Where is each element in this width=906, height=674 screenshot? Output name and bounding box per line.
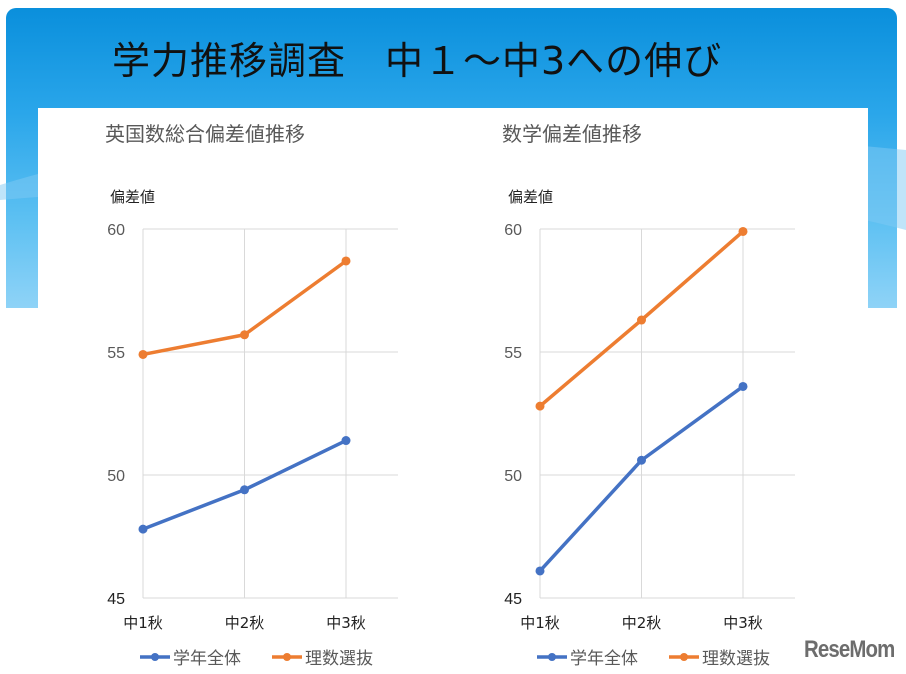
y-tick-label: 55 [504,345,522,362]
data-point [738,381,748,391]
y-tick-label: 50 [107,468,125,485]
chart-title-left: 英国数総合偏差値推移 [105,122,305,146]
resemom-logo: ReseMom [803,636,895,663]
x-tick-label: 中3秋 [723,614,763,632]
data-point [138,349,148,359]
y-tick-label: 55 [107,345,125,362]
data-point [535,566,545,576]
data-point [138,524,148,534]
legend-swatch-marker [548,653,556,661]
x-tick-label: 中1秋 [123,614,163,632]
data-point [240,485,249,495]
y-tick-label: 60 [504,222,522,239]
data-point [341,436,351,446]
chart-title-right: 数学偏差値推移 [502,122,642,146]
data-point [341,256,351,266]
legend-label: 学年全体 [173,649,241,669]
data-point [637,455,646,465]
x-tick-label: 中2秋 [225,614,265,632]
y-tick-label: 50 [504,468,522,485]
x-tick-label: 中3秋 [326,614,366,632]
content-panel [38,108,868,674]
data-point [240,330,249,340]
y-axis-label-left: 偏差値 [110,188,156,206]
data-point [535,401,545,411]
legend-label: 理数選抜 [305,649,373,669]
y-tick-label: 60 [107,222,125,239]
y-tick-label: 45 [107,591,125,608]
legend-swatch-marker [283,653,291,661]
x-tick-label: 中1秋 [520,614,560,632]
legend-label: 理数選抜 [702,649,770,669]
data-point [637,315,646,325]
legend-label: 学年全体 [570,649,638,669]
y-tick-label: 45 [504,591,522,608]
legend-swatch-marker [151,653,159,661]
legend-swatch-marker [680,653,688,661]
data-point [738,226,748,236]
x-tick-label: 中2秋 [622,614,662,632]
slide-title: 学力推移調査 中１～中3への伸び [112,39,723,83]
y-axis-label-right: 偏差値 [508,188,554,206]
